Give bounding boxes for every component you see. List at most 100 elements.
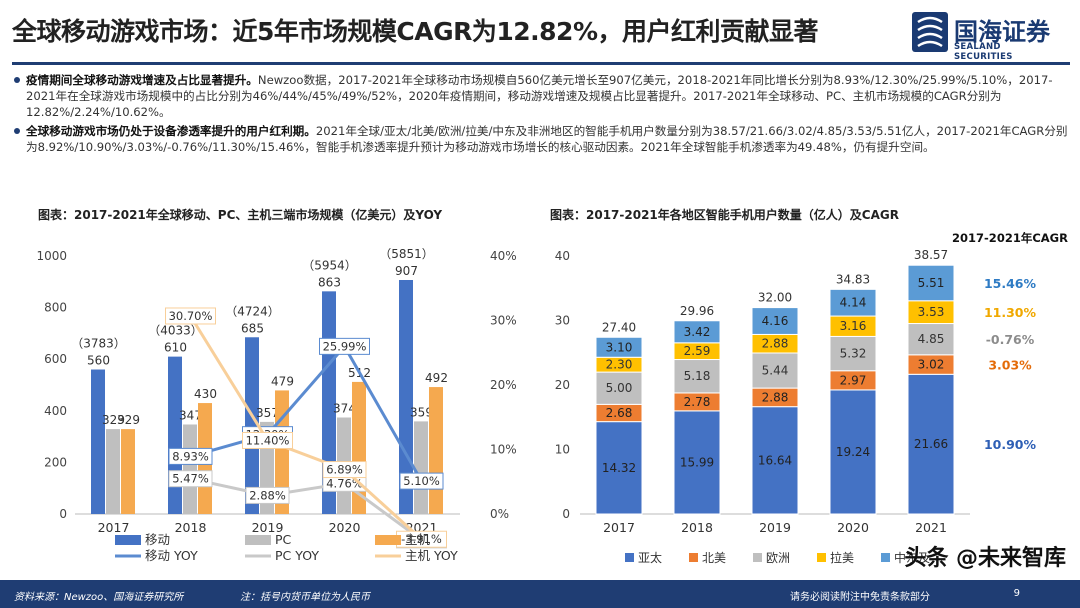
yoy-label-box xyxy=(242,431,293,449)
stack-segment-中东及非洲 xyxy=(595,336,643,358)
segment-value-label: 3.42 xyxy=(684,325,711,339)
legend-swatch xyxy=(817,553,826,562)
segment-value-label: 2.30 xyxy=(606,358,633,372)
bullet-item: 全球移动游戏市场仍处于设备渗透率提升的用户红利期。2021年全球/亚太/北美/欧… xyxy=(12,123,1072,155)
smartphone-users-chart: 0 10 20 30 40 2017 14.32 2.68 5.00 2.30 3.10 27.40 2… xyxy=(555,231,1068,565)
stack-segment-中东及非洲 xyxy=(751,307,799,335)
yoy-label-box xyxy=(399,472,444,490)
stack-segment-欧洲 xyxy=(751,352,799,389)
yoy-label: 8.93% xyxy=(172,449,209,463)
total-rmb-label: （3783） xyxy=(71,337,126,351)
right-chart-title: 图表：2017-2021年各地区智能手机用户数量（亿人）及CAGR xyxy=(550,208,899,222)
stack-segment-欧洲 xyxy=(595,371,643,405)
yoy-label: 30.70% xyxy=(169,309,213,323)
bar-value-label: 329 xyxy=(117,413,140,427)
y-tick-label: 40 xyxy=(555,249,570,263)
logo-name-cn: 国海证券 xyxy=(954,18,1050,46)
total-rmb-label: （4033） xyxy=(148,324,203,338)
bar-value-label: 479 xyxy=(271,374,294,388)
segment-value-label: 2.88 xyxy=(762,390,789,404)
y-tick-label: 800 xyxy=(44,301,67,315)
bar-移动 xyxy=(91,369,105,514)
y2-tick-label: 0% xyxy=(490,507,509,521)
bar-移动 xyxy=(399,279,413,514)
total-label: 34.83 xyxy=(836,272,870,286)
yoy-label: 5.10% xyxy=(403,474,440,488)
bar-value-label: 560 xyxy=(87,354,110,368)
segment-value-label: 3.53 xyxy=(918,305,945,319)
legend-label: 亚太 xyxy=(638,550,662,565)
bar-移动 xyxy=(168,356,182,514)
bar-value-label: 863 xyxy=(318,275,341,289)
page-title: 全球移动游戏市场：近5年市场规模CAGR为12.82%，用户红利贡献显著 xyxy=(12,17,819,46)
bar-value-label: 610 xyxy=(164,341,187,355)
bullet-lead: 全球移动游戏市场仍处于设备渗透率提升的用户红利期。 xyxy=(26,124,316,138)
yoy-line-主机 YOY xyxy=(189,315,423,541)
bar-value-label: 685 xyxy=(241,321,264,335)
x-tick-label: 2017 xyxy=(603,520,635,535)
legend-label: 欧洲 xyxy=(766,551,790,565)
x-tick-label: 2018 xyxy=(681,520,713,535)
y-tick-label: 0 xyxy=(59,507,67,521)
watermark: 头条 @未来智库 xyxy=(904,546,1066,571)
legend-label: PC xyxy=(275,532,292,547)
cagr-header: 2017-2021年CAGR xyxy=(952,231,1068,245)
total-label: 27.40 xyxy=(602,320,636,334)
header-divider xyxy=(12,62,1070,65)
stack-segment-中东及非洲 xyxy=(829,288,877,317)
bar-value-label: 907 xyxy=(395,264,418,278)
y-tick-label: 600 xyxy=(44,352,67,366)
legend-label: 北美 xyxy=(702,551,726,565)
segment-value-label: 4.16 xyxy=(762,314,789,328)
y2-tick-label: 10% xyxy=(490,443,517,457)
segment-value-label: 4.14 xyxy=(840,296,867,310)
stack-segment-欧洲 xyxy=(907,323,955,356)
yoy-label-box xyxy=(165,307,216,325)
company-logo: 国海证券 SEALAND SECURITIES xyxy=(910,10,1060,62)
yoy-label: 11.40% xyxy=(246,433,290,447)
bar-value-label: 329 xyxy=(102,413,125,427)
x-tick-label: 2019 xyxy=(252,520,284,535)
bar-value-label: 347 xyxy=(179,408,202,422)
market-size-chart: 0 200 400 600 800 1000 0% 10% 20% 30% 40% 2017 2018 2… xyxy=(36,247,517,563)
segment-value-label: 21.66 xyxy=(914,437,948,451)
segment-value-label: 4.85 xyxy=(918,332,945,346)
total-rmb-label: （5954） xyxy=(302,258,357,272)
stack-segment-欧洲 xyxy=(673,359,721,394)
x-tick-label: 2019 xyxy=(759,520,791,535)
yoy-label: 5.47% xyxy=(172,472,209,486)
yoy-label: 4.76% xyxy=(326,476,363,490)
cagr-value-拉美: 11.30% xyxy=(984,305,1037,320)
legend-swatch xyxy=(115,535,141,545)
segment-value-label: 5.51 xyxy=(918,276,945,290)
x-tick-label: 2017 xyxy=(98,520,130,535)
cagr-value-亚太: 10.90% xyxy=(984,437,1037,452)
legend-label: 移动 xyxy=(145,532,170,547)
total-label: 29.96 xyxy=(680,304,714,318)
x-tick-label: 2020 xyxy=(837,520,869,535)
yoy-line-PC YOY xyxy=(190,477,423,542)
segment-value-label: 5.18 xyxy=(684,369,711,383)
legend-swatch xyxy=(375,535,401,545)
segment-value-label: 16.64 xyxy=(758,453,792,467)
segment-value-label: 5.32 xyxy=(840,347,867,361)
y2-tick-label: 20% xyxy=(490,378,517,392)
footer-note: 注：括号内货币单位为人民币 xyxy=(240,592,370,603)
y-tick-label: 20 xyxy=(555,378,570,392)
segment-value-label: 3.02 xyxy=(918,358,945,372)
legend-label: 主机 xyxy=(405,532,431,547)
stack-segment-中东及非洲 xyxy=(907,264,955,302)
y2-tick-label: 40% xyxy=(490,249,517,263)
sealand-logo-icon xyxy=(912,12,948,52)
bar-主机 xyxy=(429,387,443,514)
segment-value-label: 2.97 xyxy=(840,373,867,387)
segment-value-label: 2.88 xyxy=(762,337,789,351)
summary-bullets: 疫情期间全球移动游戏增速及占比显著提升。Newzoo数据，2017-2021年全… xyxy=(12,72,1072,158)
bar-PC xyxy=(106,429,120,514)
y2-tick-label: 30% xyxy=(490,314,517,328)
logo-name-en: SEALAND SECURITIES xyxy=(954,42,1013,62)
left-chart-title: 图表：2017-2021年全球移动、PC、主机三端市场规模（亿美元）及YOY xyxy=(38,208,443,222)
y-tick-label: 0 xyxy=(562,507,570,521)
bar-PC xyxy=(183,424,197,514)
segment-value-label: 19.24 xyxy=(836,445,870,459)
